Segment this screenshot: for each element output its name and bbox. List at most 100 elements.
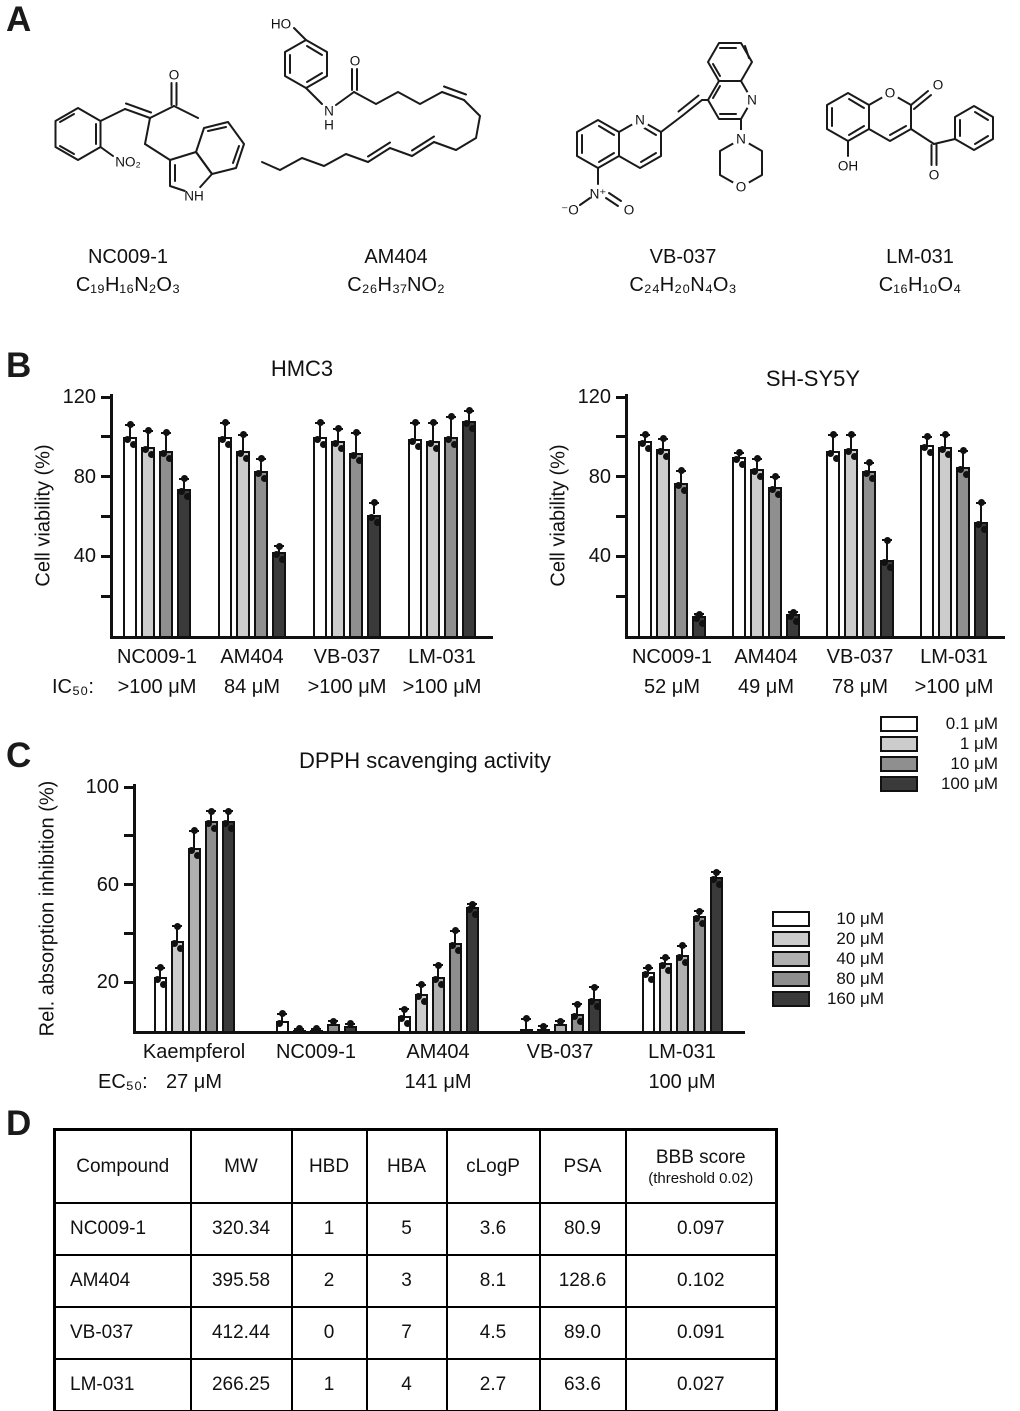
ketone-o-atom-label: O <box>169 68 180 83</box>
bar <box>236 450 250 636</box>
error-bar <box>176 926 178 941</box>
y-tick <box>124 883 133 887</box>
footer-value: 52 μM <box>644 676 700 698</box>
data-point-dot <box>257 455 265 463</box>
phenol-oh-atom-label: OH <box>838 159 858 174</box>
footer-value: 27 μM <box>166 1071 222 1093</box>
data-point-dot <box>370 499 378 507</box>
table-cell: 7 <box>365 1306 448 1360</box>
error-bar <box>319 422 321 437</box>
data-point-dot <box>658 961 666 969</box>
compound-name-am404: AM404 <box>364 246 428 268</box>
error-bar <box>576 1004 578 1014</box>
data-point-dot <box>329 1017 337 1025</box>
data-point-dot <box>275 542 283 550</box>
data-point-dot <box>295 1025 303 1033</box>
footer-label: EC₅₀: <box>98 1071 148 1093</box>
y-tick <box>124 834 133 838</box>
nitro-o-atom-label: O <box>624 203 635 218</box>
data-point-dot <box>316 419 324 427</box>
morpholine-n-atom-label: N <box>736 132 746 147</box>
legend-label: 0.1 μM <box>945 713 998 733</box>
col-header-bbb-note: (threshold 0.02) <box>648 1169 754 1187</box>
legend-swatch <box>772 950 810 967</box>
data-point-dot <box>337 444 345 452</box>
quinoline-n-atom-label: N <box>635 113 645 128</box>
footer-value: >100 μM <box>914 676 994 698</box>
data-point-dot <box>367 513 375 521</box>
data-point-dot <box>471 910 479 918</box>
data-point-dot <box>434 961 442 969</box>
data-point-dot <box>756 472 764 480</box>
data-point-dot <box>468 424 476 432</box>
chart-title: HMC3 <box>270 356 334 381</box>
data-point-dot <box>224 440 232 448</box>
data-point-dot <box>862 469 870 477</box>
data-point-dot <box>850 452 858 460</box>
bar <box>656 448 670 636</box>
data-point-dot <box>962 470 970 478</box>
data-point-dot <box>656 447 664 455</box>
legend-swatch <box>880 735 918 752</box>
y-tick <box>616 475 625 479</box>
legend-row: 40 μM <box>772 949 884 968</box>
x-category-label: NC009-1 <box>116 646 198 668</box>
error-bar <box>681 945 683 956</box>
legend-swatch <box>772 910 810 927</box>
chart-hmc3: HMC3 Cell viability (%) 40 80 120 NC009-1 >100… <box>30 356 535 716</box>
legend-row: 10 μM <box>880 754 998 773</box>
legend-swatch <box>772 990 810 1007</box>
table-cell: 128.6 <box>538 1254 627 1308</box>
data-point-dot <box>974 521 982 529</box>
nitro-o-minus-atom-label: ⁻O <box>561 203 579 218</box>
data-point-dot <box>880 559 888 567</box>
table-cell: 395.58 <box>189 1254 293 1308</box>
bar <box>170 940 184 1031</box>
data-point-dot <box>920 443 928 451</box>
y-tick-label: 60 <box>96 873 119 896</box>
data-point-dot <box>414 442 422 450</box>
error-bar <box>962 450 964 467</box>
x-category-label: VB-037 <box>526 1041 594 1063</box>
bar <box>692 916 706 1031</box>
structure-am404: HO N H O <box>261 17 482 172</box>
data-point-dot <box>355 456 363 464</box>
legend-concentration-c: 10 μM 20 μM 40 μM 80 μM 160 μM <box>772 909 884 1009</box>
x-category-label: VB-037 <box>826 646 894 668</box>
data-point-dot <box>677 467 685 475</box>
data-point-dot <box>319 440 327 448</box>
table-cell: 8.1 <box>445 1254 541 1308</box>
error-bar <box>832 434 834 451</box>
panel-c-label: C <box>6 736 32 775</box>
data-point-dot <box>959 447 967 455</box>
legend-row: 100 μM <box>880 774 998 793</box>
footer-value: 78 μM <box>832 676 888 698</box>
data-point-dot <box>193 852 201 859</box>
error-bar <box>337 428 339 441</box>
data-point-dot <box>454 947 462 955</box>
error-bar <box>165 432 167 451</box>
data-point-dot <box>680 486 688 494</box>
table-row: AM404 395.58 2 3 8.1 128.6 0.102 <box>53 1254 778 1308</box>
panel-d-label: D <box>6 1104 32 1143</box>
data-point-dot <box>590 983 598 991</box>
data-point-dot <box>417 981 425 989</box>
data-point-dot <box>272 551 280 559</box>
x-category-label: LM-031 <box>408 646 476 668</box>
bar <box>444 436 458 636</box>
data-point-dot <box>177 487 185 495</box>
data-point-dot <box>692 615 700 623</box>
y-axis-label: Cell viability (%) <box>32 444 55 587</box>
compound-formula-nc009-1: C₁₉H₁₆N₂O₃ <box>75 274 181 296</box>
x-category-label: LM-031 <box>648 1041 716 1063</box>
bar <box>331 440 345 636</box>
y-tick-label: 120 <box>62 386 96 408</box>
bar <box>343 1026 357 1031</box>
legend-label: 10 μM <box>836 908 884 928</box>
data-point-dot <box>165 454 173 462</box>
data-point-dot <box>647 976 655 984</box>
data-point-dot <box>539 1022 547 1030</box>
data-point-dot <box>275 1020 283 1028</box>
col-header-compound: Compound <box>53 1128 192 1204</box>
data-point-dot <box>468 900 476 908</box>
